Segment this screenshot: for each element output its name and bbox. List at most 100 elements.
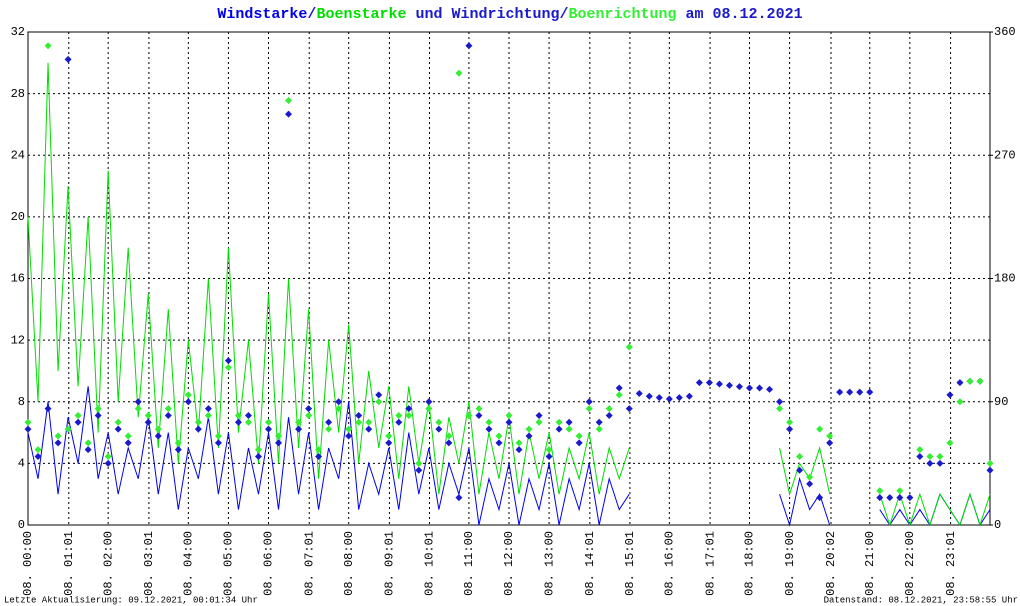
- direction-marker: [74, 418, 82, 426]
- direction-marker: [184, 398, 192, 406]
- direction-marker: [465, 411, 473, 419]
- direction-marker: [685, 392, 693, 400]
- direction-marker: [295, 425, 303, 433]
- direction-marker: [355, 418, 363, 426]
- direction-marker: [876, 487, 884, 495]
- direction-marker: [174, 439, 182, 447]
- direction-marker: [776, 398, 784, 406]
- direction-marker: [295, 418, 303, 426]
- x-tick-label: 08. 19:00: [783, 531, 797, 596]
- x-tick-label: 08. 09:01: [383, 531, 397, 596]
- direction-marker: [786, 425, 794, 433]
- direction-marker: [184, 391, 192, 399]
- direction-marker: [475, 411, 483, 419]
- direction-marker: [204, 405, 212, 413]
- x-tick-label: 08. 23:01: [944, 531, 958, 596]
- title-part: Windrichtung: [451, 6, 559, 23]
- direction-marker: [54, 439, 62, 447]
- direction-marker: [34, 453, 42, 461]
- direction-marker: [194, 418, 202, 426]
- direction-marker: [24, 418, 32, 426]
- direction-marker: [355, 411, 363, 419]
- direction-marker: [335, 398, 343, 406]
- direction-marker: [395, 418, 403, 426]
- direction-marker: [916, 453, 924, 461]
- direction-marker: [485, 418, 493, 426]
- direction-marker: [746, 384, 753, 392]
- direction-marker: [234, 411, 242, 419]
- direction-marker: [916, 446, 924, 454]
- direction-marker: [816, 425, 824, 433]
- direction-marker: [585, 405, 593, 413]
- x-tick-label: 08. 02:00: [101, 531, 115, 596]
- direction-marker: [555, 418, 563, 426]
- direction-marker: [265, 418, 272, 426]
- y-tick-label: 28: [11, 87, 25, 101]
- direction-marker: [54, 432, 62, 440]
- y2-tick-label: 360: [994, 25, 1016, 39]
- direction-marker: [224, 357, 232, 365]
- title-joiner: /: [560, 6, 569, 23]
- direction-marker: [345, 432, 353, 440]
- direction-marker: [826, 432, 834, 440]
- direction-marker: [405, 411, 413, 419]
- direction-marker: [275, 439, 283, 447]
- direction-marker: [375, 391, 383, 399]
- title-joiner: /: [307, 6, 316, 23]
- direction-marker: [535, 411, 543, 419]
- direction-marker: [124, 439, 132, 447]
- direction-marker: [986, 459, 994, 467]
- direction-marker: [285, 110, 293, 118]
- x-tick-label: 08. 03:01: [142, 531, 156, 596]
- direction-marker: [806, 473, 814, 481]
- direction-marker: [575, 432, 583, 440]
- direction-marker: [475, 405, 483, 413]
- direction-marker: [425, 398, 433, 406]
- direction-marker: [515, 439, 523, 447]
- direction-marker: [385, 432, 393, 440]
- y-tick-label: 4: [18, 457, 25, 471]
- direction-marker: [956, 398, 964, 406]
- direction-marker: [455, 494, 463, 502]
- x-tick-label: 08. 04:00: [182, 531, 196, 596]
- direction-marker: [565, 418, 573, 426]
- direction-marker: [766, 385, 774, 393]
- direction-marker: [204, 411, 212, 419]
- direction-marker: [856, 388, 864, 396]
- direction-marker: [94, 411, 102, 419]
- direction-marker: [735, 383, 743, 391]
- direction-marker: [585, 398, 593, 406]
- x-tick-label: 08. 06:00: [262, 531, 276, 596]
- direction-marker: [876, 494, 884, 502]
- x-tick-label: 08. 11:00: [462, 531, 476, 596]
- direction-marker: [665, 395, 673, 403]
- direction-marker: [124, 432, 132, 440]
- direction-marker: [625, 343, 633, 351]
- direction-marker: [84, 439, 92, 447]
- plot-frame: [27, 31, 991, 526]
- direction-marker: [806, 480, 814, 488]
- direction-marker: [244, 418, 252, 426]
- direction-marker: [786, 418, 794, 426]
- title-joiner: und: [406, 6, 451, 23]
- direction-marker: [906, 494, 914, 502]
- direction-marker: [64, 425, 72, 433]
- direction-marker: [435, 418, 443, 426]
- direction-marker: [164, 411, 172, 419]
- direction-marker: [254, 446, 262, 454]
- title-part: Boenstarke: [316, 6, 406, 23]
- direction-marker: [194, 425, 202, 433]
- direction-marker: [545, 446, 553, 454]
- direction-marker: [405, 405, 413, 413]
- direction-marker: [705, 379, 713, 387]
- direction-marker: [816, 494, 824, 502]
- x-tick-label: 08. 17:01: [703, 531, 717, 596]
- direction-marker: [275, 432, 283, 440]
- direction-marker: [315, 453, 323, 461]
- footer-right: Datenstand: 08.12.2021, 23:58:55 Uhr: [824, 595, 1018, 605]
- direction-marker: [395, 411, 403, 419]
- direction-marker: [715, 380, 723, 388]
- direction-marker: [144, 411, 152, 419]
- direction-marker: [164, 405, 172, 413]
